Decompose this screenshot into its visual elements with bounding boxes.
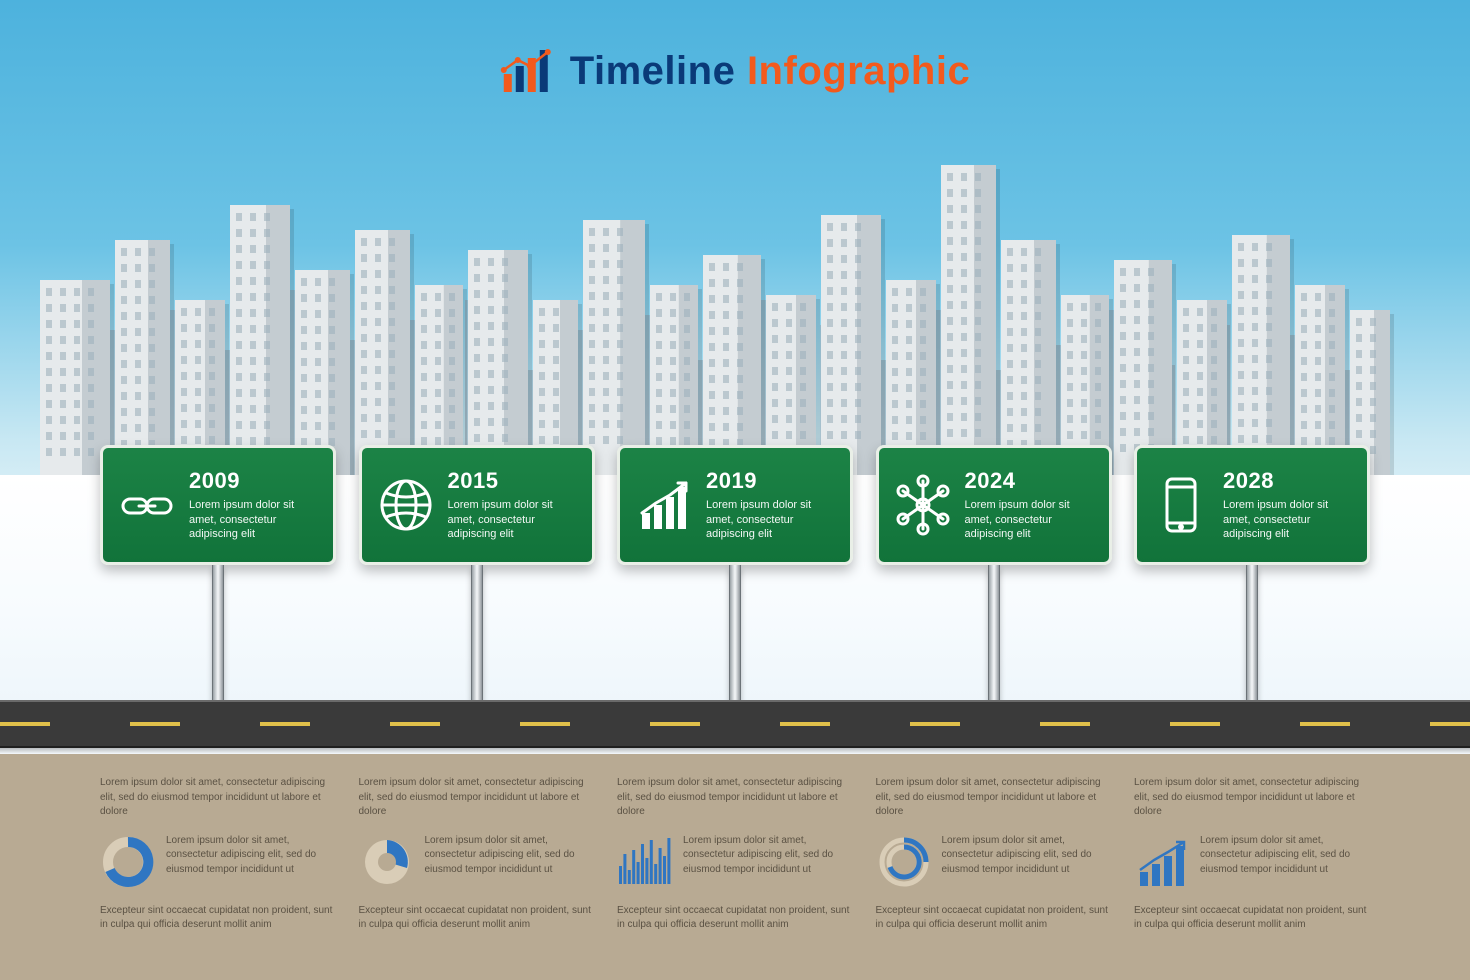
bottom-para-1: Lorem ipsum dolor sit amet, consectetur … [617,776,853,820]
sign-year: 2028 [1223,468,1355,494]
sign-text: Lorem ipsum dolor sit amet, consectetur … [448,498,580,543]
sign-text: Lorem ipsum dolor sit amet, consectetur … [1223,498,1355,543]
bottom-para-3: Excepteur sint occaecat cupidatat non pr… [1134,904,1370,933]
bottom-para-3: Excepteur sint occaecat cupidatat non pr… [617,904,853,933]
bottom-para-1: Lorem ipsum dolor sit amet, consectetur … [876,776,1112,820]
sign-2015: 2015 Lorem ipsum dolor sit amet, consect… [359,445,595,723]
bottom-para-1: Lorem ipsum dolor sit amet, consectetur … [359,776,595,820]
link-icon [115,473,179,537]
infographic-canvas: Timeline Infographic 2009 Lorem ipsum do… [0,0,1470,980]
bottom-para-2: Lorem ipsum dolor sit amet, consectetur … [1200,834,1370,878]
bottom-para-2: Lorem ipsum dolor sit amet, consectetur … [425,834,595,878]
sign-pole [212,565,224,715]
sign-2009: 2009 Lorem ipsum dolor sit amet, consect… [100,445,336,723]
sign-year: 2024 [965,468,1097,494]
city-skyline [40,110,1430,480]
sign-board: 2015 Lorem ipsum dolor sit amet, consect… [359,445,595,565]
bottom-col-1: Lorem ipsum dolor sit amet, consectetur … [100,776,336,980]
sign-year: 2019 [706,468,838,494]
bottom-col-3: Lorem ipsum dolor sit amet, consectetur … [617,776,853,980]
sign-2024: 2024 Lorem ipsum dolor sit amet, consect… [876,445,1112,723]
sign-board: 2009 Lorem ipsum dolor sit amet, consect… [100,445,336,565]
sign-2019: 2019 Lorem ipsum dolor sit amet, consect… [617,445,853,723]
network-icon [891,473,955,537]
road [0,700,1470,748]
sign-text: Lorem ipsum dolor sit amet, consectetur … [965,498,1097,543]
sign-pole [471,565,483,715]
growth-icon [632,473,696,537]
bottom-para-3: Excepteur sint occaecat cupidatat non pr… [359,904,595,933]
sign-text: Lorem ipsum dolor sit amet, consectetur … [706,498,838,543]
sign-pole [729,565,741,715]
radial-chart-icon [876,834,932,890]
bottom-para-2: Lorem ipsum dolor sit amet, consectetur … [683,834,853,878]
bottom-para-1: Lorem ipsum dolor sit amet, consectetur … [1134,776,1370,820]
sign-text: Lorem ipsum dolor sit amet, consectetur … [189,498,321,543]
sign-board: 2019 Lorem ipsum dolor sit amet, consect… [617,445,853,565]
sign-board: 2024 Lorem ipsum dolor sit amet, consect… [876,445,1112,565]
bottom-para-2: Lorem ipsum dolor sit amet, consectetur … [166,834,336,878]
bars-chart-icon [617,834,673,890]
bottom-panel: Lorem ipsum dolor sit amet, consectetur … [0,754,1470,980]
donut-chart-icon [100,834,156,890]
sign-year: 2015 [448,468,580,494]
sign-board: 2028 Lorem ipsum dolor sit amet, consect… [1134,445,1370,565]
bottom-para-2: Lorem ipsum dolor sit amet, consectetur … [942,834,1112,878]
sign-pole [1246,565,1258,715]
bottom-col-2: Lorem ipsum dolor sit amet, consectetur … [359,776,595,980]
title-word-1: Timeline [570,49,736,93]
globe-icon [374,473,438,537]
sign-2028: 2028 Lorem ipsum dolor sit amet, consect… [1134,445,1370,723]
title-word-2: Infographic [747,49,970,93]
sign-row: 2009 Lorem ipsum dolor sit amet, consect… [100,445,1370,723]
chart-icon [500,48,556,94]
pie-chart-icon [359,834,415,890]
sign-year: 2009 [189,468,321,494]
sign-pole [988,565,1000,715]
phone-icon [1149,473,1213,537]
growth-chart-icon [1134,834,1190,890]
title: Timeline Infographic [500,48,970,94]
bottom-col-5: Lorem ipsum dolor sit amet, consectetur … [1134,776,1370,980]
bottom-para-3: Excepteur sint occaecat cupidatat non pr… [100,904,336,933]
title-text: Timeline Infographic [570,49,970,94]
bottom-para-3: Excepteur sint occaecat cupidatat non pr… [876,904,1112,933]
bottom-col-4: Lorem ipsum dolor sit amet, consectetur … [876,776,1112,980]
bottom-para-1: Lorem ipsum dolor sit amet, consectetur … [100,776,336,820]
